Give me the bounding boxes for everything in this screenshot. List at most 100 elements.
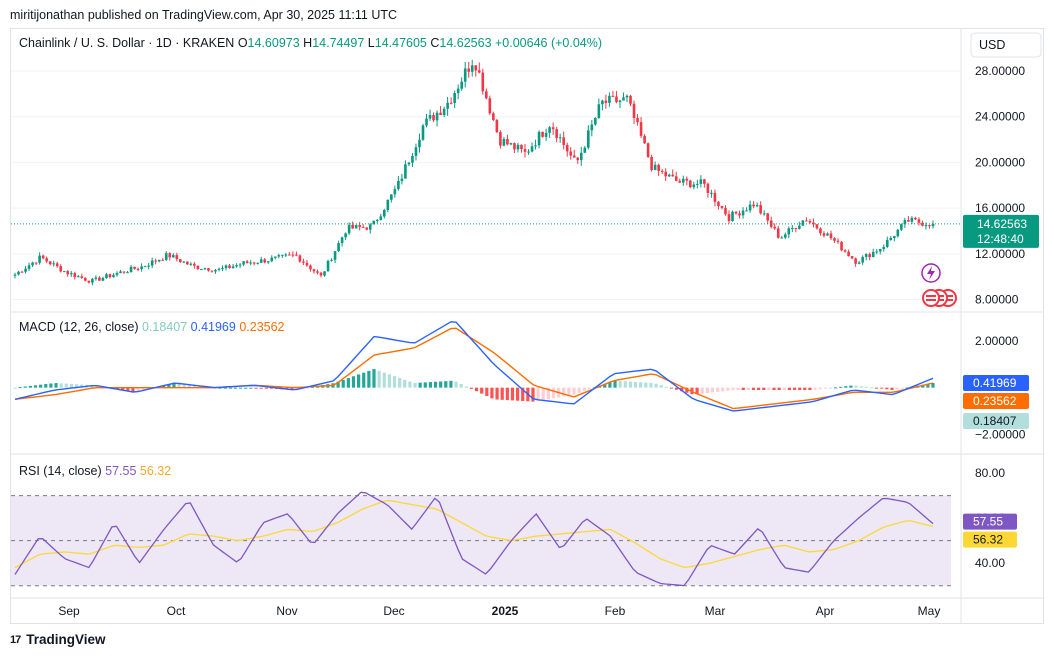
macd-histogram-bar: [669, 387, 674, 389]
candle-body: [330, 259, 333, 261]
macd-histogram-bar: [33, 385, 38, 388]
candle-body: [601, 100, 604, 105]
candle-body: [769, 220, 773, 227]
candle-body: [20, 271, 24, 273]
candle-body: [551, 127, 555, 130]
candle-body: [731, 211, 734, 222]
tradingview-brand[interactable]: TradingView: [26, 632, 106, 647]
candle-body: [115, 273, 119, 275]
macd-histogram-bar: [900, 387, 904, 389]
candle-body: [537, 131, 541, 146]
candle-body: [372, 220, 376, 225]
candle-body: [34, 262, 38, 264]
candle-body: [759, 205, 762, 214]
candle-body: [62, 271, 66, 273]
macd-histogram-bar: [721, 387, 725, 392]
candle-body: [850, 256, 854, 259]
rsi-axis-tick-label: 80.00: [975, 466, 1005, 480]
macd-histogram-bar: [28, 385, 32, 388]
macd-histogram-bar: [13, 387, 17, 389]
candle-body: [256, 262, 259, 264]
candle-body: [383, 209, 386, 217]
macd-histogram-bar: [377, 370, 381, 388]
candle-body: [73, 273, 77, 278]
chart-canvas[interactable]: 8.00000 12.00000 16.00000 20.00000 24.00000 2…: [11, 29, 1043, 623]
tradingview-logo-icon[interactable]: 17: [10, 633, 21, 646]
macd-histogram-bar: [228, 387, 232, 389]
macd-histogram-bar: [464, 386, 468, 388]
candle-body: [446, 102, 449, 109]
candle-body: [594, 117, 597, 125]
macd-axis-tick-label: −2.00000: [975, 427, 1026, 441]
candle-body: [917, 219, 921, 223]
macd-histogram-bar: [541, 387, 545, 401]
candle-body: [713, 192, 717, 202]
macd-histogram-bar: [782, 387, 786, 390]
candle-body: [664, 171, 667, 177]
macd-histogram-bar: [772, 387, 776, 390]
candle-body: [506, 139, 509, 145]
candle-body: [558, 137, 562, 139]
candle-body: [534, 145, 537, 147]
macd-histogram-bar: [177, 383, 181, 388]
candle-body: [928, 225, 931, 227]
currency-button[interactable]: [970, 32, 1042, 58]
candle-body: [766, 213, 769, 221]
macd-histogram-bar: [264, 387, 268, 389]
macd-histogram-bar: [90, 385, 94, 388]
candle-body: [288, 254, 291, 256]
macd-histogram-bar: [357, 374, 361, 388]
macd-histogram-bar: [828, 387, 833, 389]
macd-histogram-bar: [603, 383, 607, 388]
macd-histogram-bar: [59, 383, 63, 388]
macd-histogram-bar: [926, 383, 930, 388]
macd-histogram-bar: [346, 378, 350, 388]
histogram-value-badge: [963, 413, 1029, 429]
macd-legend-part: 0.41969: [191, 320, 240, 334]
candle-body: [428, 115, 432, 119]
candle-body: [449, 102, 453, 104]
candle-body: [885, 239, 889, 247]
time-axis-tick-label: Sep: [58, 604, 80, 618]
price-axis-tick-label: 8.00000: [975, 293, 1019, 307]
candle-body: [646, 143, 650, 157]
signal-value-badge-label: 0.23562: [973, 394, 1017, 408]
macd-histogram-bar: [439, 381, 443, 388]
histogram-value-badge-label: 0.18407: [973, 414, 1017, 428]
candle-body: [245, 261, 249, 263]
candle-body: [305, 262, 309, 266]
macd-histogram-bar: [818, 387, 822, 390]
candle-body: [783, 234, 787, 238]
candle-body: [878, 249, 882, 252]
candle-body: [393, 189, 397, 195]
macd-histogram-bar: [510, 387, 515, 401]
candle-body: [418, 139, 421, 148]
candle-body: [667, 174, 671, 177]
candle-body: [477, 70, 481, 73]
candle-body: [242, 261, 245, 265]
rsi-ma-value-badge: [963, 531, 1017, 548]
lightning-icon-glyph: [927, 266, 935, 280]
candle-body: [340, 237, 344, 244]
macd-histogram-bar: [613, 380, 617, 388]
candle-body: [720, 206, 724, 208]
macd-histogram-bar: [695, 387, 699, 395]
macd-histogram-bar: [18, 387, 22, 389]
candle-body: [196, 265, 200, 270]
macd-histogram-bar: [905, 387, 909, 389]
candle-body: [77, 276, 80, 278]
macd-histogram-bar: [874, 387, 879, 389]
macd-histogram-bar: [239, 387, 243, 389]
candle-body: [681, 178, 685, 183]
macd-histogram-bar: [382, 372, 386, 388]
ohlc-legend-part: Chainlink / U. S. Dollar · 1D · KRAKEN: [19, 36, 238, 50]
macd-histogram-bar: [362, 372, 366, 388]
macd-legend: MACD (12, 26, close) 0.18407 0.41969 0.2…: [19, 320, 285, 334]
candle-body: [69, 273, 73, 275]
candle-body: [147, 265, 150, 267]
macd-histogram-bar: [751, 387, 756, 390]
candle-body: [530, 146, 534, 152]
macd-histogram-bar: [49, 383, 53, 388]
candle-body: [87, 280, 91, 283]
macd-histogram-bar: [536, 387, 540, 401]
